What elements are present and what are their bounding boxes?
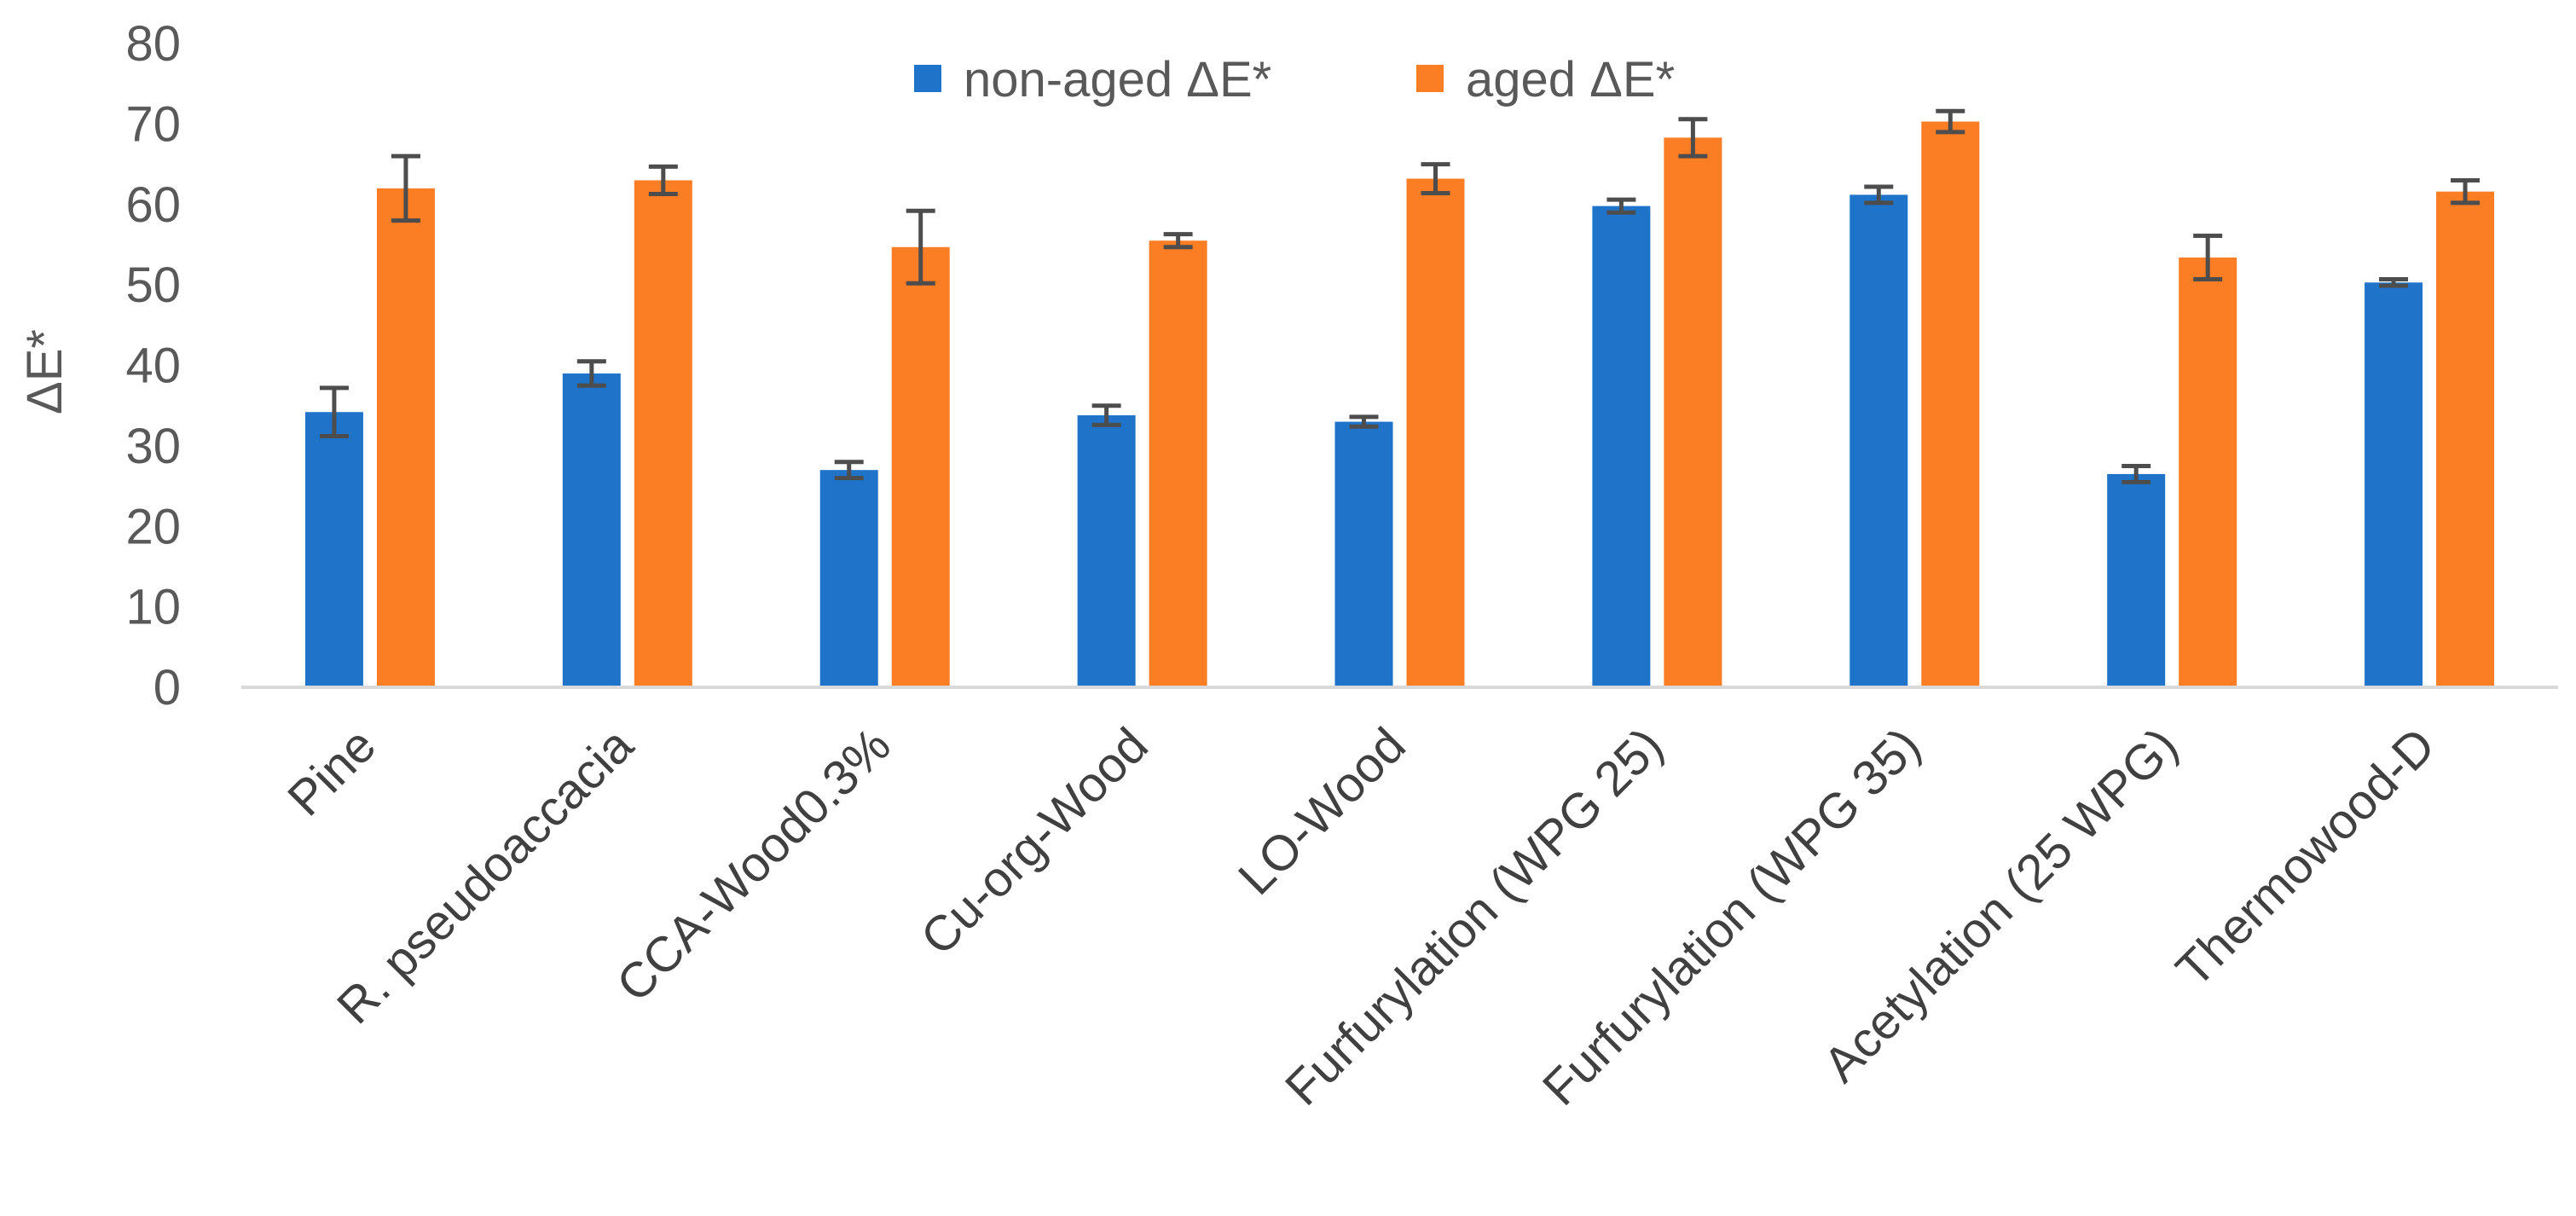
error-bar-non-aged-1 (576, 359, 606, 388)
bar-aged-0 (376, 188, 435, 687)
y-tick-label-2: 20 (125, 499, 181, 554)
bar-aged-4 (1406, 178, 1465, 688)
error-bar-aged-8 (2451, 177, 2480, 206)
error-bar-aged-7 (2193, 234, 2223, 282)
x-tick-label-2: CCA-Wood0.3% (606, 717, 901, 1012)
bar-non-aged-6 (1850, 194, 1908, 688)
error-bar-aged-6 (1936, 108, 1965, 135)
bar-aged-3 (1149, 240, 1207, 687)
legend: non-aged ΔE* aged ΔE* (914, 52, 1675, 107)
error-bar-aged-0 (391, 153, 420, 223)
x-tick-label-3: Cu-org-Wood (910, 717, 1158, 965)
bar-aged-7 (2179, 258, 2237, 687)
error-bars-layer (319, 108, 2480, 484)
error-bar-non-aged-4 (1349, 414, 1379, 429)
bar-non-aged-8 (2365, 282, 2423, 687)
y-tick-label-1: 10 (125, 580, 181, 635)
y-tick-label-6: 60 (125, 177, 181, 233)
error-bar-non-aged-5 (1606, 197, 1636, 215)
y-tick-label-0: 0 (153, 660, 181, 715)
error-bar-non-aged-7 (2122, 463, 2151, 484)
bar-non-aged-5 (1592, 206, 1651, 687)
bar-non-aged-7 (2107, 473, 2166, 687)
legend-label-non-aged: non-aged ΔE* (964, 52, 1271, 107)
legend-swatch-non-aged (914, 65, 941, 92)
x-tick-label-4: LO-Wood (1228, 717, 1416, 906)
bar-non-aged-1 (562, 373, 621, 687)
bar-non-aged-0 (304, 412, 363, 687)
error-bar-aged-2 (906, 208, 935, 286)
error-bar-non-aged-3 (1091, 403, 1121, 427)
y-tick-label-5: 50 (125, 258, 181, 313)
error-bar-aged-4 (1421, 162, 1450, 196)
bar-aged-2 (891, 246, 950, 687)
error-bar-aged-3 (1163, 232, 1193, 250)
y-tick-label-4: 40 (125, 339, 181, 394)
bar-non-aged-3 (1077, 415, 1136, 687)
bar-aged-1 (634, 180, 692, 687)
y-tick-label-7: 70 (125, 96, 181, 152)
y-axis-title: ΔE* (17, 329, 72, 414)
error-bar-non-aged-0 (319, 385, 349, 439)
error-bar-non-aged-2 (834, 460, 864, 481)
bar-aged-8 (2436, 191, 2495, 687)
error-bar-non-aged-6 (1864, 184, 1894, 206)
error-bar-aged-1 (648, 164, 678, 196)
y-tick-label-8: 80 (125, 16, 181, 72)
bar-aged-6 (1921, 121, 1980, 687)
bar-aged-5 (1664, 137, 1722, 687)
x-tick-label-8: Thermowood-D (2166, 717, 2446, 998)
y-axis-tick-labels: 0 10 20 30 40 50 60 70 80 (125, 16, 181, 715)
error-bar-aged-5 (1678, 117, 1708, 159)
legend-swatch-aged (1416, 65, 1444, 92)
bar-non-aged-2 (819, 470, 878, 687)
x-tick-label-0: Pine (277, 717, 386, 826)
legend-label-aged: aged ΔE* (1466, 52, 1675, 107)
error-bar-non-aged-8 (2379, 277, 2409, 288)
y-tick-label-3: 30 (125, 419, 181, 474)
bar-non-aged-4 (1334, 421, 1393, 687)
bars-layer (304, 121, 2495, 688)
